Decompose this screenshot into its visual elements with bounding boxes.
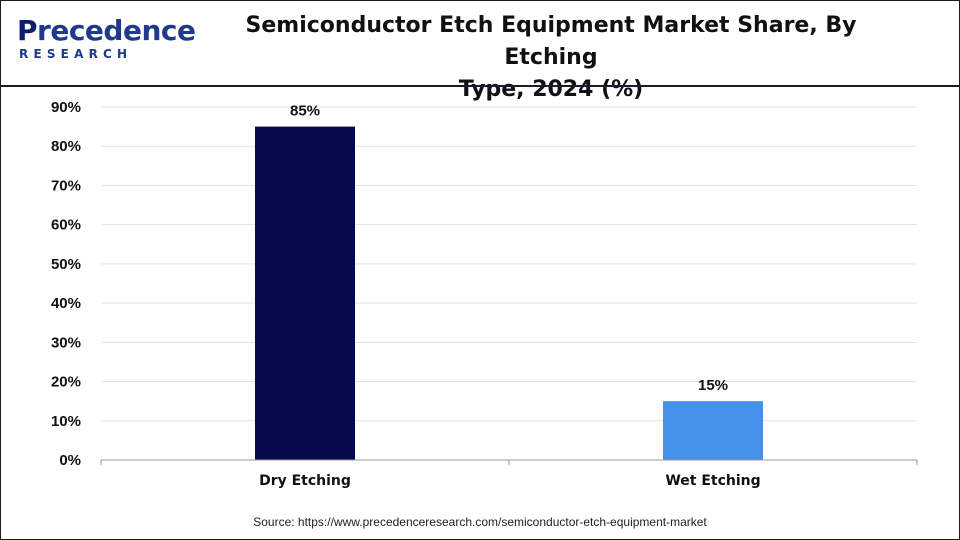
logo-wordmark: Precedence — [17, 14, 196, 47]
bar-chart: 0% 10% 20% 30% 40% 50% 60% 70% 80% 90% 85% 15% Dry… — [51, 99, 918, 489]
y-tick-label: 40% — [51, 295, 81, 312]
logo-subtitle: RESEARCH — [19, 47, 133, 61]
y-tick-label: 50% — [51, 256, 81, 273]
y-axis-tick-labels: 0% 10% 20% 30% 40% 50% 60% 70% 80% 90% — [51, 99, 81, 469]
bars — [255, 126, 763, 460]
y-tick-label: 70% — [51, 177, 81, 194]
y-tick-label: 30% — [51, 334, 81, 351]
y-tick-label: 20% — [51, 374, 81, 391]
y-tick-label: 10% — [51, 413, 81, 430]
x-tick-label: Wet Etching — [665, 473, 760, 489]
y-tick-label: 60% — [51, 217, 81, 234]
chart-title-line-2: Type, 2024 (%) — [458, 77, 644, 102]
logo-initial: P — [17, 14, 38, 47]
bar — [255, 126, 355, 460]
y-tick-label: 90% — [51, 99, 81, 116]
logo-word-rest: recedence — [37, 14, 196, 47]
bar-value-labels: 85% 15% — [290, 103, 728, 395]
x-tick-label: Dry Etching — [259, 473, 351, 489]
bar-value-label: 85% — [290, 103, 320, 120]
y-tick-label: 80% — [51, 138, 81, 155]
gridlines — [101, 106, 917, 422]
y-tick-label: 0% — [59, 452, 81, 469]
bar-value-label: 15% — [698, 377, 728, 394]
x-axis-tick-labels: Dry Etching Wet Etching — [259, 473, 761, 489]
brand-logo: Precedence RESEARCH — [17, 15, 196, 65]
source-note: Source: https://www.precedenceresearch.c… — [253, 515, 707, 529]
bar — [663, 401, 763, 460]
header: Precedence RESEARCH Semiconductor Etch E… — [1, 1, 959, 102]
chart-title-line-1: Semiconductor Etch Equipment Market Shar… — [245, 13, 857, 70]
x-axis — [100, 459, 918, 465]
header-divider — [1, 85, 959, 87]
chart-title: Semiconductor Etch Equipment Market Shar… — [201, 10, 901, 106]
